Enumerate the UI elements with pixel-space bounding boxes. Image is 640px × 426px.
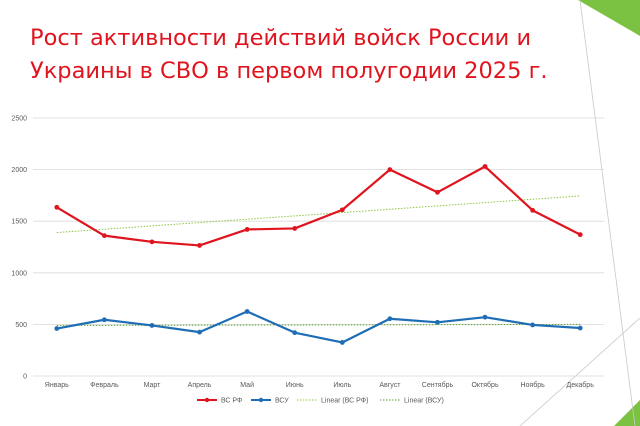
- y-tick-label: 1500: [11, 219, 27, 226]
- data-point: [244, 227, 250, 232]
- y-tick-label: 500: [15, 322, 27, 329]
- x-tick-label: Март: [144, 382, 162, 389]
- data-point: [435, 189, 440, 195]
- x-tick-label: Июнь: [286, 382, 304, 389]
- data-point: [482, 314, 488, 320]
- data-point: [54, 326, 60, 331]
- legend-marker: [204, 397, 210, 403]
- data-point: [387, 316, 393, 322]
- legend-label: ВСУ: [275, 398, 289, 405]
- x-tick-label: Апрель: [188, 382, 212, 389]
- data-point: [577, 232, 583, 238]
- x-tick-label: Февраль: [90, 382, 119, 389]
- data-point: [387, 167, 393, 173]
- x-tick-label: Август: [379, 382, 401, 389]
- x-tick-label: Май: [240, 381, 254, 389]
- data-point: [482, 164, 488, 169]
- series-line: [56, 165, 581, 247]
- data-point: [54, 204, 60, 210]
- data-point: [339, 340, 345, 345]
- x-tick-label: Декабрь: [567, 381, 595, 389]
- x-tick-label: Ноябрь: [520, 381, 545, 389]
- data-point: [292, 226, 298, 231]
- data-point: [577, 325, 583, 331]
- trendline: [56, 195, 581, 234]
- legend-label: ВС РФ: [221, 398, 242, 405]
- y-tick-label: 2500: [11, 116, 27, 123]
- x-tick-label: Июль: [333, 382, 351, 389]
- legend-label: Linear (ВСУ): [404, 398, 444, 405]
- data-point: [530, 322, 536, 328]
- legend-label: Linear (ВС РФ): [321, 398, 368, 405]
- x-tick-label: Сентябрь: [422, 381, 454, 389]
- x-tick-label: Январь: [45, 382, 69, 389]
- data-point: [339, 207, 345, 213]
- y-tick-label: 0: [23, 374, 27, 381]
- series-line: [56, 310, 581, 344]
- data-point: [197, 329, 202, 335]
- slide-title: Рост активности действий войск России и …: [30, 25, 548, 84]
- data-point: [197, 243, 202, 248]
- data-point: [530, 207, 536, 213]
- data-point: [244, 309, 250, 314]
- y-tick-label: 1000: [11, 270, 27, 277]
- data-point: [292, 330, 298, 336]
- x-tick-label: Октябрь: [471, 381, 498, 389]
- data-point: [149, 239, 155, 245]
- data-point: [435, 319, 440, 325]
- data-point: [101, 317, 107, 323]
- legend-marker: [258, 397, 264, 403]
- data-point: [149, 323, 155, 328]
- y-tick-label: 2000: [11, 167, 27, 174]
- data-point: [101, 233, 107, 239]
